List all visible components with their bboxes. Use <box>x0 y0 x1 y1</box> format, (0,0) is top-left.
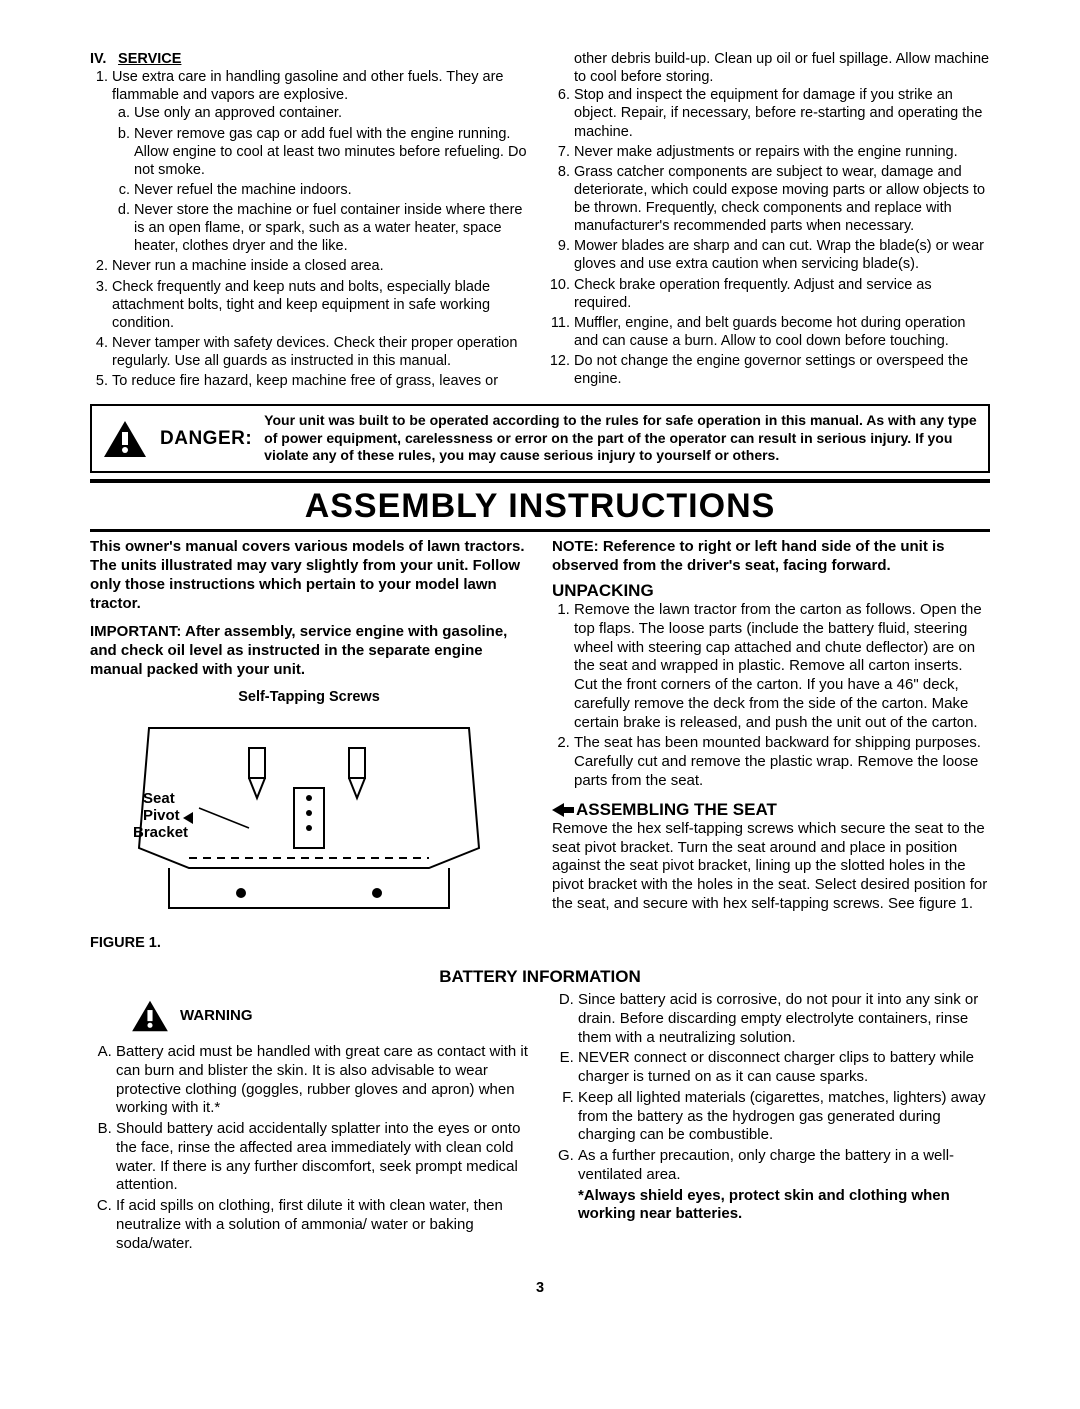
battery-item: NEVER connect or disconnect charger clip… <box>578 1049 990 1087</box>
figure-1: Self-Tapping Screws <box>90 688 528 952</box>
service-item: Never make adjustments or repairs with t… <box>574 143 990 161</box>
battery-item: Keep all lighted materials (cigarettes, … <box>578 1089 990 1145</box>
service-sub: Never refuel the machine indoors. <box>134 181 528 199</box>
service-item: Stop and inspect the equipment for damag… <box>574 86 990 140</box>
assembly-section: This owner's manual covers various model… <box>90 538 990 960</box>
warning-triangle-icon <box>102 419 148 459</box>
service-item: Do not change the engine governor settin… <box>574 352 990 388</box>
service-item: Mower blades are sharp and can cut. Wrap… <box>574 237 990 273</box>
unpacking-item: The seat has been mounted backward for s… <box>574 734 990 790</box>
service-item: Check brake operation frequently. Adjust… <box>574 276 990 312</box>
battery-left-list: Battery acid must be handled with great … <box>90 1043 528 1253</box>
battery-title: BATTERY INFORMATION <box>90 966 990 987</box>
unpacking-item: Remove the lawn tractor from the carton … <box>574 601 990 732</box>
battery-item: Should battery acid accidentally splatte… <box>116 1120 528 1195</box>
service-left-list: Use extra care in handling gasoline and … <box>90 68 528 390</box>
service-item: Use extra care in handling gasoline and … <box>112 68 528 255</box>
battery-right-list: Since battery acid is corrosive, do not … <box>552 991 990 1185</box>
service-item: Muffler, engine, and belt guards become … <box>574 314 990 350</box>
danger-text: Your unit was built to be operated accor… <box>264 412 978 465</box>
diagram-label-pivot: Pivot <box>143 807 180 824</box>
service-right-lead: other debris build-up. Clean up oil or f… <box>552 50 990 86</box>
service-sub: Use only an approved container. <box>134 104 528 122</box>
battery-section: WARNING Battery acid must be handled wit… <box>90 991 990 1255</box>
battery-right: Since battery acid is corrosive, do not … <box>552 991 990 1255</box>
diagram-title: Self-Tapping Screws <box>90 688 528 706</box>
service-item: Never tamper with safety devices. Check … <box>112 334 528 370</box>
service-left-col: IV. SERVICE Use extra care in handling g… <box>90 50 528 392</box>
service-right-col: other debris build-up. Clean up oil or f… <box>552 50 990 392</box>
battery-footnote: *Always shield eyes, protect skin and cl… <box>552 1187 990 1225</box>
seat-diagram: Seat Pivot Bracket <box>129 708 489 928</box>
arrow-left-icon <box>552 803 574 817</box>
service-sub-list: Use only an approved container. Never re… <box>112 104 528 255</box>
battery-item: If acid spills on clothing, first dilute… <box>116 1197 528 1253</box>
seat-text: Remove the hex self-tapping screws which… <box>552 820 990 914</box>
assembly-intro-1: This owner's manual covers various model… <box>90 538 528 613</box>
danger-label: DANGER: <box>160 427 252 451</box>
diagram-label-bracket: Bracket <box>133 824 188 841</box>
service-section: IV. SERVICE Use extra care in handling g… <box>90 50 990 392</box>
service-item: Never run a machine inside a closed area… <box>112 257 528 275</box>
service-item: Grass catcher components are subject to … <box>574 163 990 236</box>
assembly-right: NOTE: Reference to right or left hand si… <box>552 538 990 960</box>
service-roman: IV. <box>90 50 114 68</box>
unpacking-list: Remove the lawn tractor from the carton … <box>552 601 990 791</box>
service-heading: IV. SERVICE <box>90 50 528 68</box>
service-item: To reduce fire hazard, keep machine free… <box>112 372 528 390</box>
seat-head: ASSEMBLING THE SEAT <box>552 799 990 820</box>
battery-item: Since battery acid is corrosive, do not … <box>578 991 990 1047</box>
diagram-label-seat: Seat <box>143 790 175 807</box>
battery-item: As a further precaution, only charge the… <box>578 1147 990 1185</box>
assembly-title: ASSEMBLY INSTRUCTIONS <box>90 485 990 528</box>
warning-row: WARNING <box>130 999 528 1033</box>
service-head-text: SERVICE <box>118 51 181 67</box>
battery-item: Battery acid must be handled with great … <box>116 1043 528 1118</box>
assembly-note: NOTE: Reference to right or left hand si… <box>552 538 990 576</box>
rule-bottom <box>90 529 990 532</box>
figure-caption: FIGURE 1. <box>90 934 528 952</box>
warning-triangle-icon <box>130 999 170 1033</box>
service-sub: Never store the machine or fuel containe… <box>134 201 528 255</box>
service-item: Check frequently and keep nuts and bolts… <box>112 278 528 332</box>
unpacking-head: UNPACKING <box>552 580 990 601</box>
page-number: 3 <box>90 1279 990 1297</box>
rule-top <box>90 479 990 483</box>
assembly-intro-2: IMPORTANT: After assembly, service engin… <box>90 623 528 679</box>
service-right-list: Stop and inspect the equipment for damag… <box>552 86 990 388</box>
service-sub: Never remove gas cap or add fuel with th… <box>134 125 528 179</box>
warning-label: WARNING <box>180 1007 253 1026</box>
assembly-left: This owner's manual covers various model… <box>90 538 528 960</box>
danger-box: DANGER: Your unit was built to be operat… <box>90 404 990 473</box>
battery-left: WARNING Battery acid must be handled wit… <box>90 991 528 1255</box>
